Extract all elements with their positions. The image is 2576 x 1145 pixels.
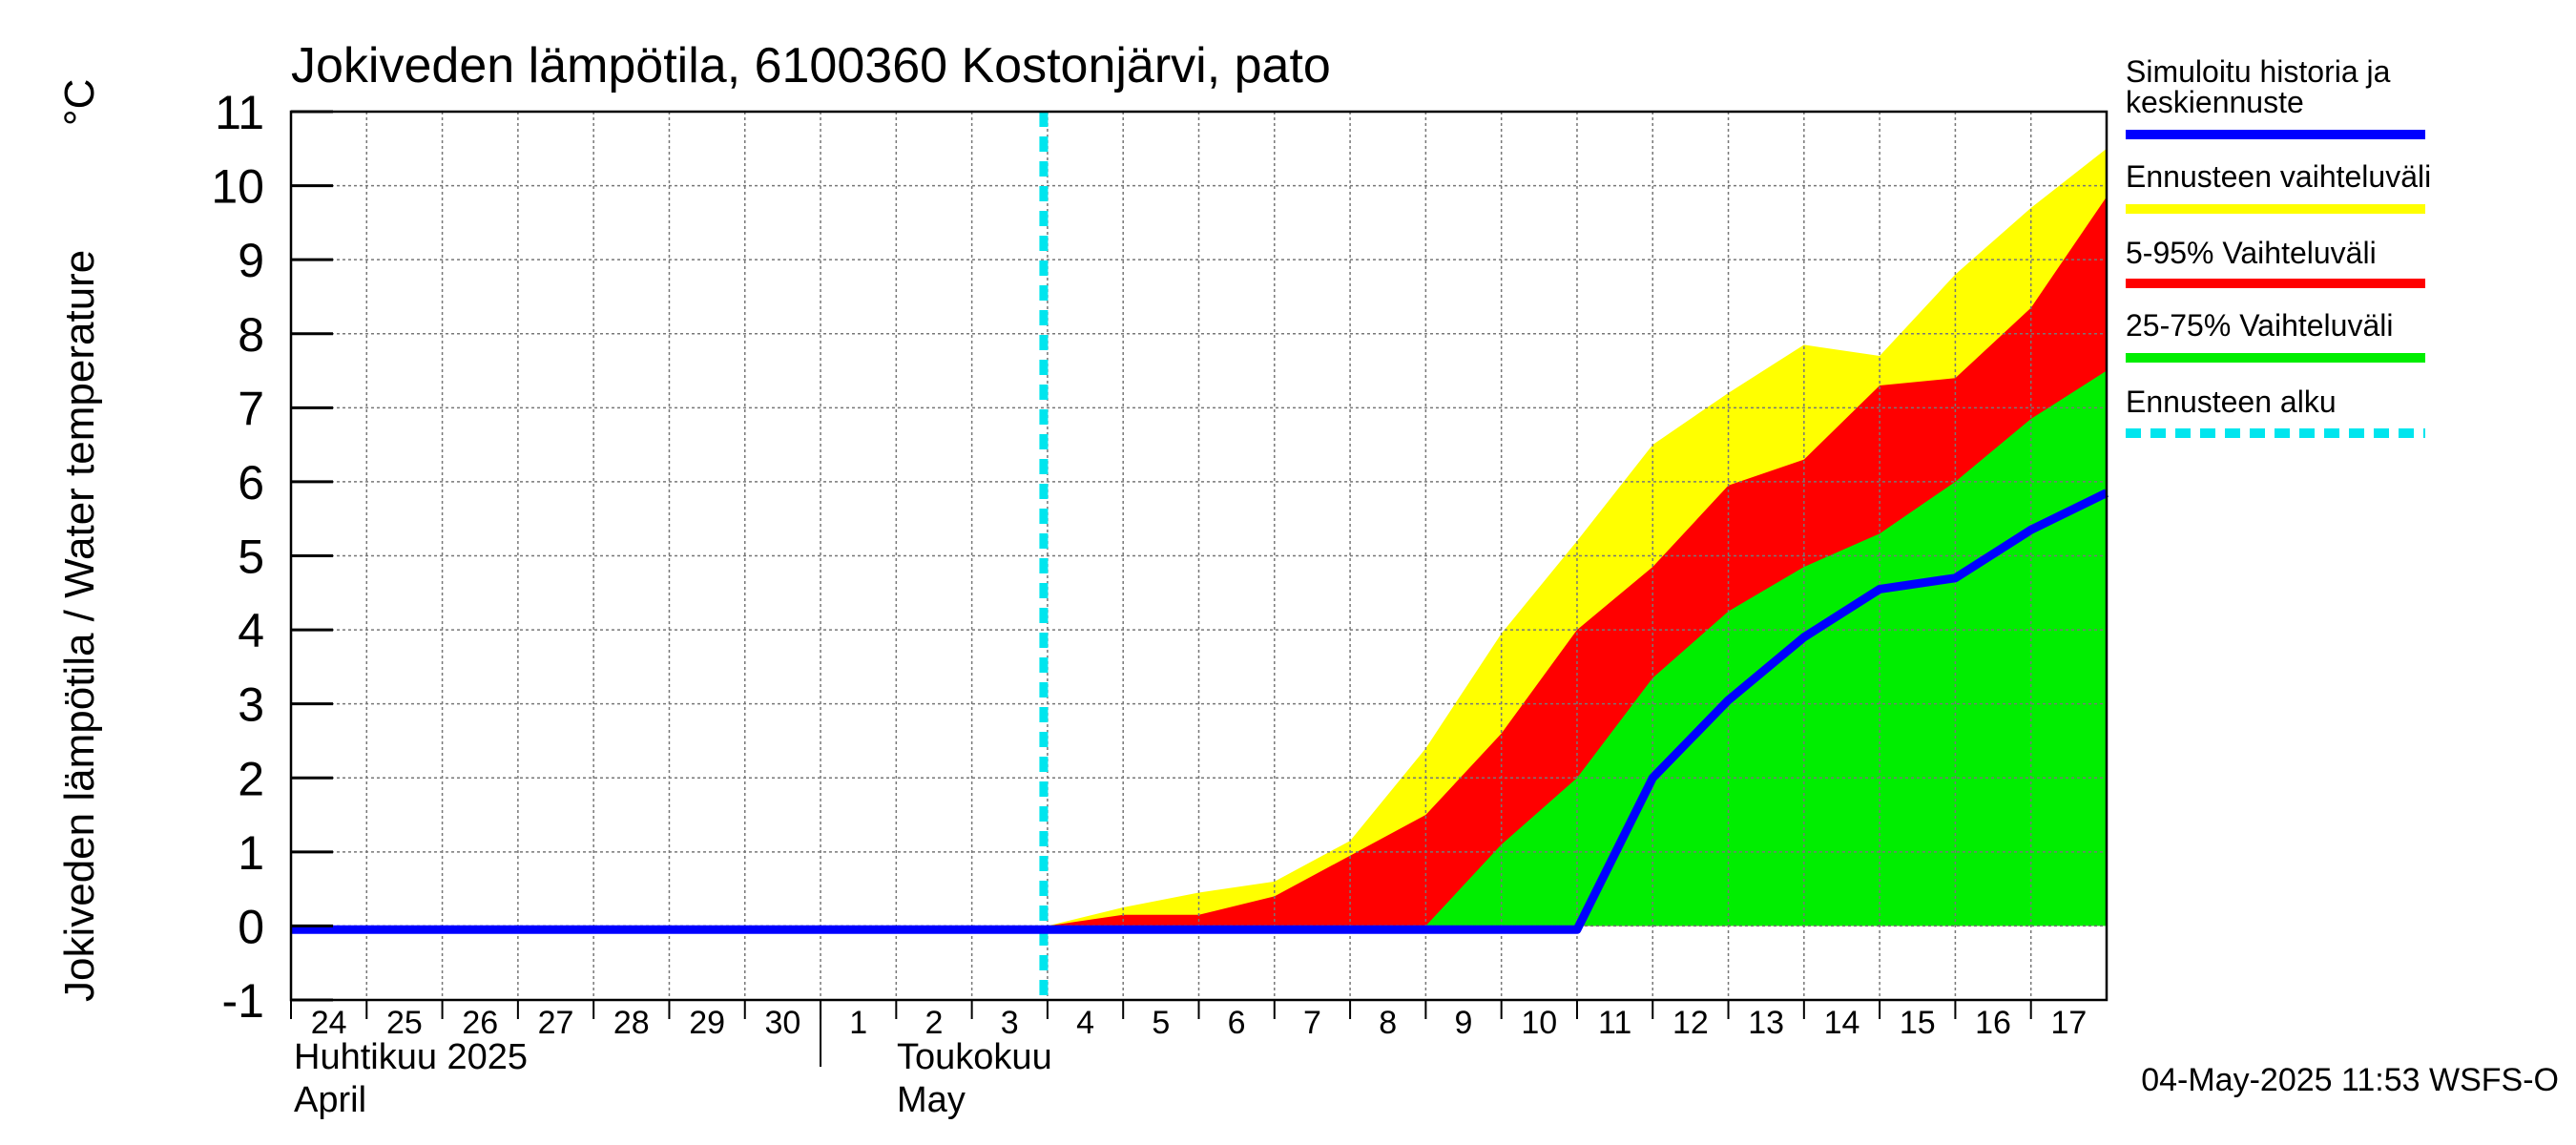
x-tick-label: 1: [849, 1005, 867, 1041]
legend-label: 5-95% Vaihteluväli: [2126, 236, 2377, 270]
x-tick-label: 24: [311, 1005, 347, 1041]
month-label-fi: Toukokuu: [897, 1037, 1052, 1077]
y-tick-label: -1: [222, 974, 264, 1028]
y-tick-label: 5: [238, 531, 264, 584]
x-tick-label: 12: [1672, 1005, 1709, 1041]
month-label-fi: Huhtikuu 2025: [294, 1037, 528, 1077]
footer-timestamp: 04-May-2025 11:53 WSFS-O: [2141, 1062, 2559, 1098]
y-tick-label: 1: [238, 826, 264, 880]
x-tick-label: 14: [1824, 1005, 1860, 1041]
x-tick-label: 30: [764, 1005, 800, 1041]
x-tick-label: 7: [1303, 1005, 1321, 1041]
x-tick-label: 6: [1228, 1005, 1246, 1041]
band-3: [1047, 370, 2107, 926]
month-label-en: April: [294, 1080, 366, 1120]
month-label-en: May: [897, 1080, 966, 1120]
y-tick-label: 4: [238, 604, 264, 657]
x-tick-label: 27: [538, 1005, 574, 1041]
y-tick-label: 3: [238, 678, 264, 732]
chart-title: Jokiveden lämpötila, 6100360 Kostonjärvi…: [291, 38, 1331, 94]
x-tick-label: 16: [1975, 1005, 2011, 1041]
y-tick-label: 2: [238, 752, 264, 805]
x-tick-label: 5: [1152, 1005, 1170, 1041]
y-tick-label: 6: [238, 456, 264, 510]
y-tick-label: 7: [238, 382, 264, 435]
x-tick-label: 3: [1001, 1005, 1019, 1041]
x-tick-label: 4: [1076, 1005, 1094, 1041]
y-tick-label: 8: [238, 308, 264, 362]
legend-label: 25-75% Vaihteluväli: [2126, 308, 2393, 343]
y-tick-label: 9: [238, 234, 264, 287]
legend-label: Ennusteen vaihteluväli: [2126, 159, 2431, 194]
x-tick-label: 28: [613, 1005, 650, 1041]
x-tick-label: 9: [1455, 1005, 1473, 1041]
legend-label: keskiennuste: [2126, 85, 2304, 119]
x-tick-label: 29: [689, 1005, 725, 1041]
x-tick-label: 25: [386, 1005, 423, 1041]
legend-label: Simuloitu historia ja: [2126, 54, 2391, 89]
series-line-1: [291, 489, 2109, 934]
y-tick-label: 0: [238, 900, 264, 953]
y-tick-label: 10: [211, 160, 264, 214]
x-tick-label: 8: [1379, 1005, 1397, 1041]
y-axis-unit: °C: [56, 79, 103, 126]
x-tick-label: 26: [462, 1005, 498, 1041]
x-tick-label: 15: [1900, 1005, 1936, 1041]
y-axis-label: Jokiveden lämpötila / Water temperature: [56, 250, 103, 1002]
legend-label: Ennusteen alku: [2126, 385, 2337, 419]
x-tick-label: 17: [2050, 1005, 2087, 1041]
x-tick-label: 10: [1521, 1005, 1557, 1041]
x-tick-label: 13: [1748, 1005, 1784, 1041]
y-tick-label: 11: [215, 86, 264, 139]
x-tick-label: 11: [1598, 1005, 1631, 1041]
x-tick-label: 2: [925, 1005, 944, 1041]
